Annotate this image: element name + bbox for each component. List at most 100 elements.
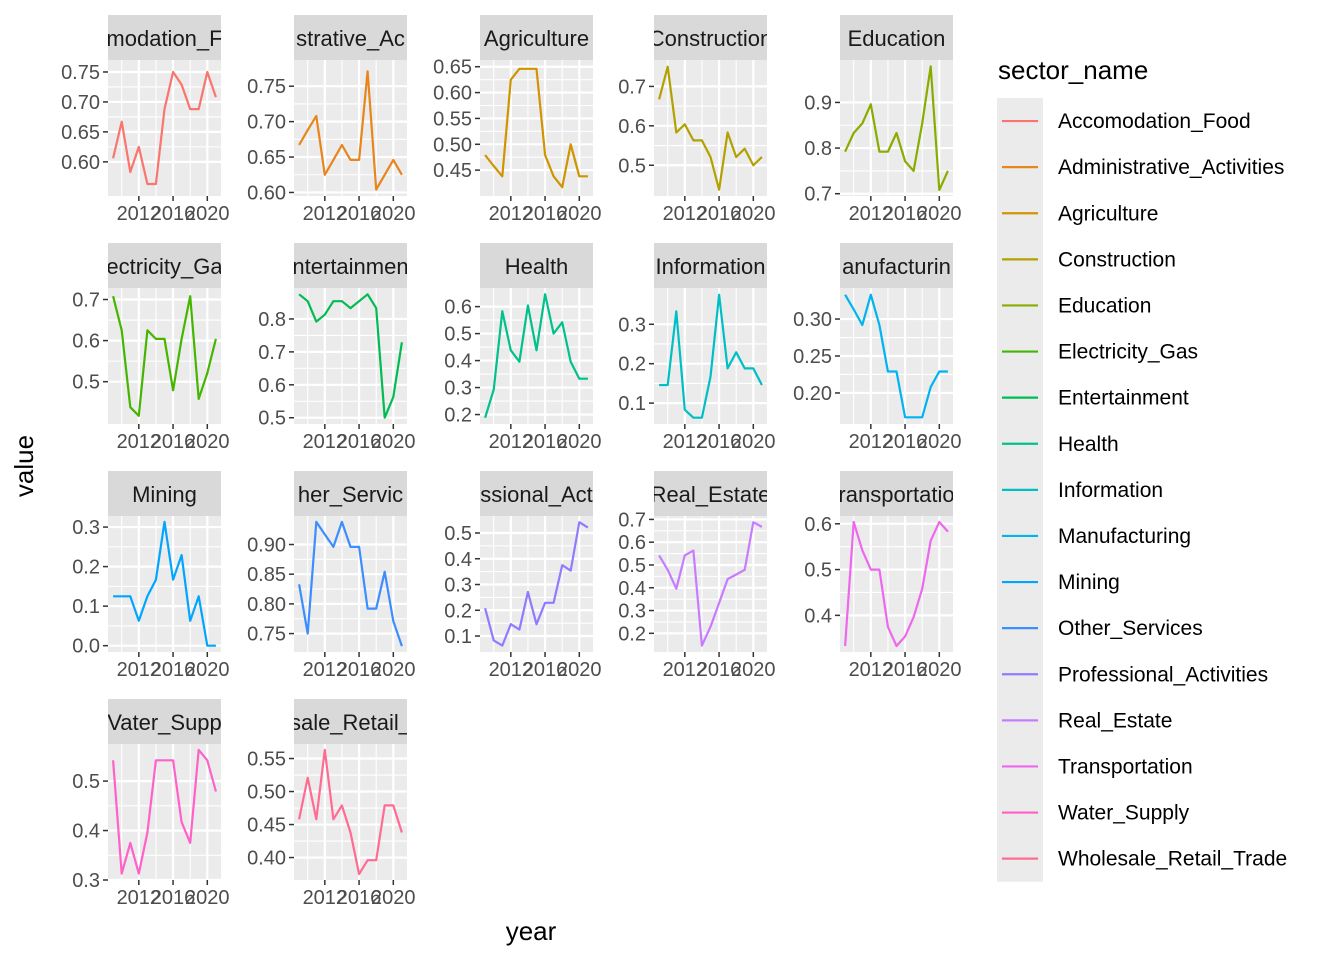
y-tick-label: 0.5 — [72, 372, 100, 394]
y-tick-label: 0.8 — [258, 309, 286, 331]
legend-title: sector_name — [998, 55, 1148, 85]
x-tick-label: 2020 — [731, 659, 776, 681]
facet-strip — [108, 15, 221, 60]
x-tick-label: 2016 — [337, 203, 382, 225]
y-tick-label: 0.75 — [247, 76, 286, 98]
facet-strip — [294, 243, 407, 288]
x-tick-label: 2012 — [849, 431, 894, 453]
x-tick-label: 2012 — [303, 887, 348, 909]
y-tick-label: 0.7 — [618, 76, 646, 98]
series-line — [113, 520, 216, 647]
facet-strip — [480, 471, 593, 516]
series-line — [298, 520, 403, 647]
x-tick-label: 2016 — [883, 431, 928, 453]
y-tick-label: 0.7 — [258, 342, 286, 364]
facet-strip — [108, 699, 221, 744]
x-tick-label: 2012 — [117, 431, 162, 453]
x-tick-label: 2020 — [371, 887, 416, 909]
x-tick-label: 2020 — [731, 431, 776, 453]
panel-background — [294, 60, 407, 196]
x-tick-label: 2016 — [697, 203, 742, 225]
x-tick-label: 2020 — [917, 659, 962, 681]
y-tick-label: 0.2 — [444, 405, 472, 427]
x-tick-label: 2012 — [303, 659, 348, 681]
facet-strip-label: Mining — [132, 482, 197, 507]
facet-strip-label: anufacturin — [842, 254, 951, 279]
series-line — [844, 293, 948, 419]
y-tick-label: 0.2 — [444, 600, 472, 622]
facet-strip-label: Education — [848, 26, 946, 51]
series-line — [658, 521, 763, 647]
x-tick-label: 2020 — [731, 203, 776, 225]
facet-panels: modation_F0.600.650.700.75201220162020st… — [61, 15, 962, 909]
y-tick-label: 0.5 — [444, 324, 472, 346]
facet-strip — [480, 243, 593, 288]
facet-strip-label: strative_Ac — [296, 26, 405, 51]
panel-background — [480, 60, 593, 196]
legend-label: Water_Supply — [1058, 802, 1190, 825]
x-tick-label: 2016 — [337, 887, 382, 909]
y-tick-label: 0.3 — [618, 601, 646, 623]
x-tick-label: 2020 — [917, 203, 962, 225]
x-tick-label: 2012 — [117, 659, 162, 681]
y-tick-label: 0.45 — [433, 160, 472, 182]
x-tick-label: 2012 — [117, 887, 162, 909]
x-tick-label: 2016 — [151, 203, 196, 225]
y-tick-label: 0.60 — [247, 182, 286, 204]
x-tick-label: 2016 — [697, 431, 742, 453]
y-tick-label: 0.40 — [247, 848, 286, 870]
legend-label: Transportation — [1058, 755, 1193, 778]
facet-strip-label: Health — [505, 254, 569, 279]
x-tick-label: 2020 — [557, 203, 602, 225]
y-tick-label: 0.4 — [804, 605, 832, 627]
x-tick-label: 2012 — [663, 659, 708, 681]
legend: sector_name Accomodation_Food Administrat… — [997, 55, 1287, 882]
facet-strip — [480, 15, 593, 60]
y-tick-label: 0.3 — [444, 575, 472, 597]
y-tick-label: 0.70 — [61, 92, 100, 114]
y-tick-label: 0.55 — [247, 749, 286, 771]
facet-strip — [294, 15, 407, 60]
y-tick-label: 0.2 — [72, 557, 100, 579]
facet-strip — [840, 15, 953, 60]
y-tick-label: 0.50 — [247, 782, 286, 804]
y-tick-label: 0.65 — [61, 122, 100, 144]
facet-strip-label: ntertainmen — [292, 254, 408, 279]
y-tick-label: 0.70 — [247, 112, 286, 134]
y-tick-label: 0.3 — [618, 314, 646, 336]
x-tick-label: 2016 — [523, 659, 568, 681]
y-tick-label: 0.50 — [433, 134, 472, 156]
series-line — [659, 293, 763, 419]
panel-background — [108, 60, 221, 196]
y-tick-label: 0.6 — [444, 297, 472, 319]
legend-label: Manufacturing — [1058, 525, 1191, 548]
series-line — [112, 748, 217, 875]
legend-label: Electricity_Gas — [1058, 341, 1198, 364]
y-tick-label: 0.75 — [61, 62, 100, 84]
panel-background — [654, 60, 767, 196]
y-tick-label: 0.5 — [804, 560, 832, 582]
y-tick-label: 0.5 — [72, 771, 100, 793]
y-tick-label: 0.5 — [444, 523, 472, 545]
panel-background — [654, 288, 767, 424]
x-tick-label: 2016 — [523, 203, 568, 225]
series-line — [112, 295, 217, 417]
y-tick-label: 0.85 — [247, 564, 286, 586]
facet-panel: Real_Estate 0.20.30.40.50.60.7 20122016202… — [618, 471, 776, 681]
y-tick-label: 0.65 — [247, 147, 286, 169]
y-tick-label: 0.6 — [804, 514, 832, 536]
y-tick-label: 0.2 — [618, 354, 646, 376]
panel-background — [294, 516, 407, 652]
x-tick-label: 2016 — [151, 887, 196, 909]
x-tick-label: 2020 — [917, 431, 962, 453]
legend-label: Mining — [1058, 571, 1120, 594]
